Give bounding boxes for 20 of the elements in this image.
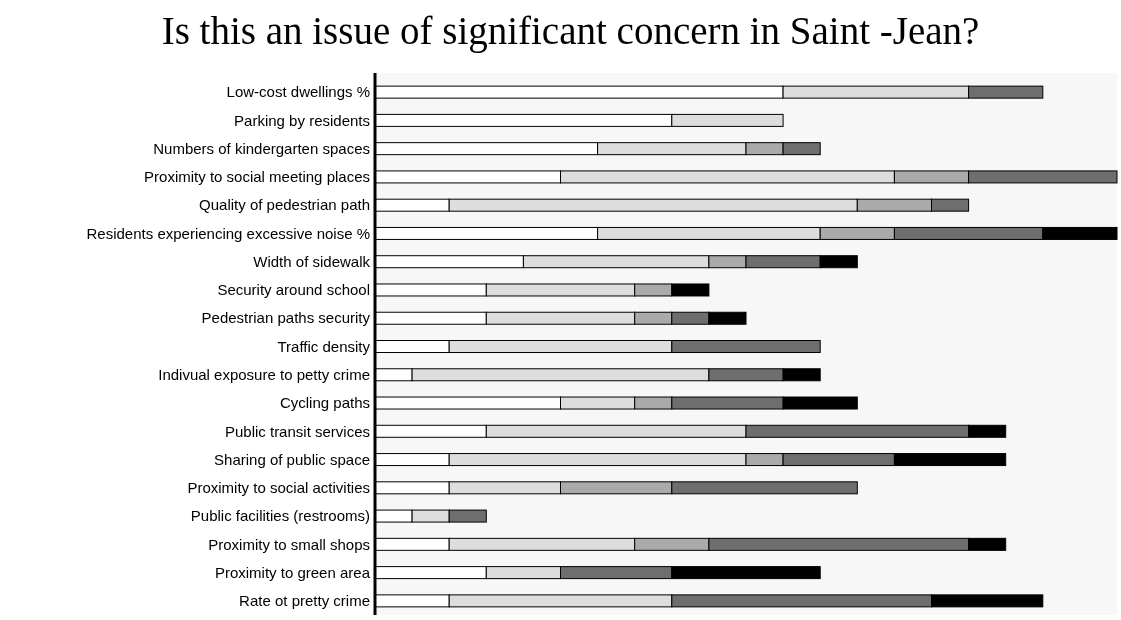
y-tick-label: Proximity to social meeting places	[144, 168, 370, 186]
y-tick-label: Traffic density	[277, 337, 371, 355]
y-tick-label: Proximity to social activities	[187, 479, 370, 497]
y-tick-label: Proximity to green area	[214, 563, 371, 581]
y-tick-label: Cycling paths	[279, 394, 370, 412]
chart-title: Is this an issue of significant concern in Saint -Jean?	[161, 9, 980, 53]
y-tick-label: Indivual exposure to petty crime	[158, 366, 370, 384]
y-tick-label: Width of sidewalk	[253, 252, 371, 270]
y-tick-label: Numbers of kindergarten spaces	[153, 139, 370, 157]
y-tick-label: Low-cost dwellings %	[226, 83, 370, 101]
y-tick-label: Residents experiencing excessive noise %	[86, 224, 370, 242]
y-tick-label: Rate ot pretty crime	[239, 592, 370, 610]
y-tick-label: Proximity to small shops	[208, 535, 370, 553]
y-tick-label: Security around school	[217, 281, 370, 299]
y-tick-label: Quality of pedestrian path	[199, 196, 370, 214]
y-tick-label: Sharing of public space	[214, 450, 370, 468]
y-tick-label: Pedestrian paths security	[201, 309, 371, 327]
y-tick-label: Public transit services	[224, 422, 370, 440]
y-tick-label: Public facilities (restrooms)	[190, 507, 370, 525]
y-tick-label: Parking by residents	[234, 111, 370, 129]
